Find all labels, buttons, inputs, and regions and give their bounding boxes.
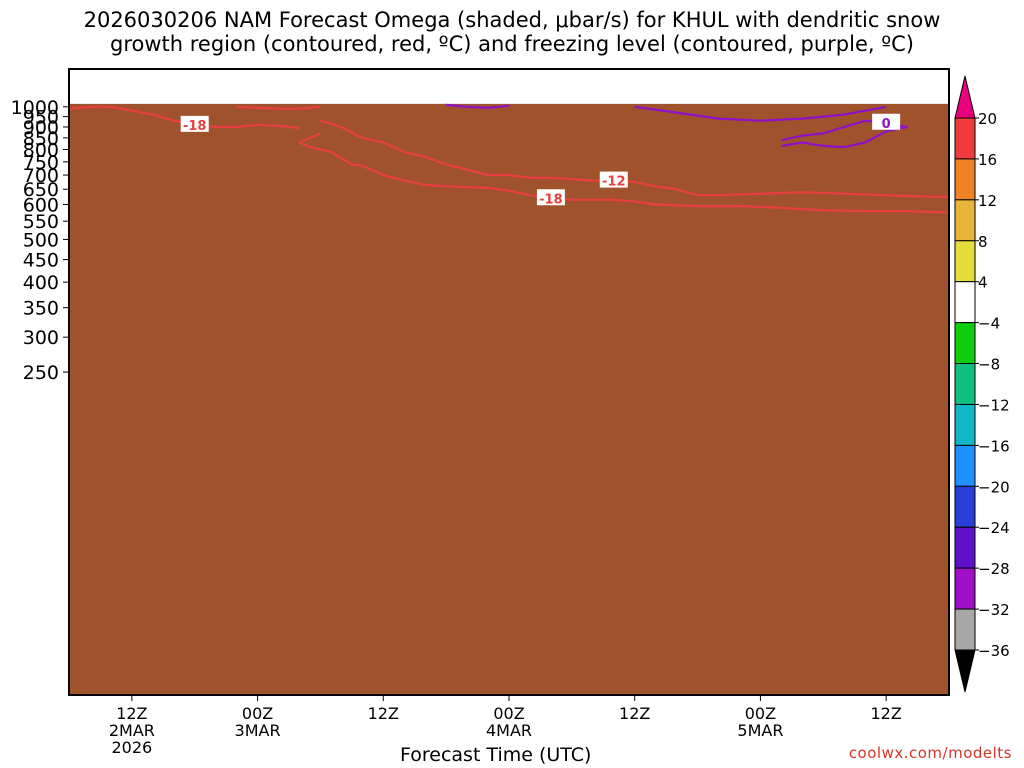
y-tick-label-1000: 1000 [11,97,59,119]
colorbar-label-8: −16 [978,437,1010,455]
colorbar-segment-0 [954,117,976,160]
credit-text: coolwx.com/modelts [848,744,1012,762]
red-label-bg-1 [536,189,565,206]
chart-title-line-1: 2026030206 NAM Forecast Omega (shaded, μ… [83,8,941,32]
colorbar: 20 16 12 8 4 −4 −8 −12 −16 −20 −24 −28 −32 −36 [954,75,1010,693]
chart-title-line-2: growth region (contoured, red, ºC) and f… [110,32,914,56]
y-tick-label-750: 750 [23,152,59,174]
purple-contour-1 [634,105,887,122]
y-tick-label-450: 450 [23,250,59,272]
y-tick-label-850: 850 [23,128,59,150]
red-contour-label-0: -18 [183,119,207,134]
x-tick-label-18-0: 00Z [242,704,273,723]
colorbar-label-4: 4 [978,274,988,292]
colorbar-label-2: 12 [978,192,997,210]
y-tick-label-800: 800 [23,139,59,161]
colorbar-label-7: −12 [978,396,1010,414]
x-tick-label-42-1: 4MAR [486,721,532,740]
colorbar-segment-2 [954,199,976,242]
colorbar-label-3: 8 [978,233,988,251]
colorbar-label-9: −20 [978,478,1010,496]
x-tick-label-54-0: 12Z [619,704,650,723]
red-label-bg-2 [599,171,628,188]
colorbar-segment-10 [954,526,976,569]
red-contour-label-1: -18 [539,192,563,207]
x-tick-label-6-0: 12Z [116,704,147,723]
y-tick-label-500: 500 [23,229,59,251]
ground-fill [69,103,949,695]
temperature-contours: -18 -18 -12 0 [69,103,949,214]
colorbar-label-1: 16 [978,151,997,169]
colorbar-label-11: −28 [978,560,1010,578]
x-axis-label: Forecast Time (UTC) [400,744,592,766]
colorbar-segment-1 [954,158,976,201]
x-tick-label-6-2: 2026 [111,738,152,757]
colorbar-label-5: −4 [978,315,1000,333]
y-tick-label-300: 300 [23,327,59,349]
colorbar-segment-11 [954,567,976,610]
purple-contour-label-0: 0 [882,117,891,132]
colorbar-segment-8 [954,444,976,487]
colorbar-segment-5 [954,322,976,365]
x-tick-label-6-1: 2MAR [109,721,155,740]
y-tick-label-950: 950 [23,107,59,129]
y-tick-label-550: 550 [23,211,59,233]
y-tick-label-700: 700 [23,165,59,187]
colorbar-label-10: −24 [978,519,1010,537]
y-tick-label-400: 400 [23,272,59,294]
chart-title: 2026030206 NAM Forecast Omega (shaded, μ… [0,8,1024,56]
purple-contour-2 [446,103,510,109]
colorbar-label-6: −8 [978,356,1000,374]
y-tick-label-650: 650 [23,179,59,201]
x-tick-label-42-0: 00Z [493,704,524,723]
colorbar-cap-top [954,75,976,119]
colorbar-cap-bottom [954,649,976,693]
red-contour-3 [236,105,321,110]
x-tick-label-66-0: 00Z [745,704,776,723]
red-contour-1 [298,132,949,214]
colorbar-label-13: −36 [978,642,1010,660]
colorbar-segment-12 [954,608,976,651]
ground-rect [69,103,949,695]
y-axis-ticks: 250 300 350 4004505005506006507007508008509… [11,97,69,384]
y-tick-label-350: 350 [23,298,59,320]
colorbar-segment-4 [954,281,976,324]
colorbar-label-12: −32 [978,601,1010,619]
colorbar-segment-3 [954,240,976,283]
x-tick-label-30-0: 12Z [368,704,399,723]
colorbar-segment-7 [954,403,976,446]
x-tick-label-66-1: 5MAR [737,721,783,740]
x-tick-label-18-1: 3MAR [235,721,281,740]
x-tick-label-78-0: 12Z [870,704,901,723]
purple-label-bg-0 [872,113,901,130]
red-label-bg-0 [180,115,209,132]
y-tick-label-250: 250 [23,362,59,384]
colorbar-segment-6 [954,363,976,405]
colorbar-label-0: 20 [978,110,997,128]
colorbar-segment-9 [954,485,976,528]
red-contour-2 [320,119,949,198]
y-tick-label-600: 600 [23,195,59,217]
red-contour-label-2: -12 [602,175,626,190]
y-tick-label-900: 900 [23,117,59,139]
purple-contour-0 [781,119,909,149]
